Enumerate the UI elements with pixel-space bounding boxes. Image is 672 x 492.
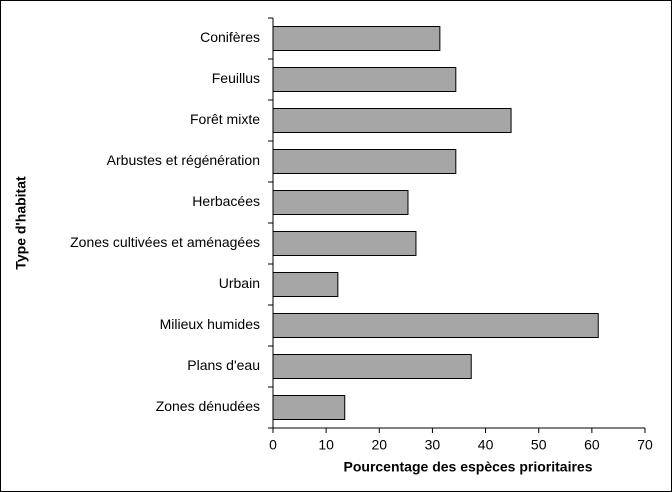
x-axis-title: Pourcentage des espèces prioritaires xyxy=(344,459,593,475)
y-tick-label: Urbain xyxy=(219,275,260,291)
y-tick-label: Forêt mixte xyxy=(190,111,260,127)
y-tick-label: Zones cultivées et aménagées xyxy=(70,234,260,250)
y-tick-label: Conifères xyxy=(200,29,260,45)
bar xyxy=(272,231,417,256)
y-tick-label: Herbacées xyxy=(192,193,260,209)
bar xyxy=(272,354,472,379)
y-tick-label: Arbustes et régénération xyxy=(107,152,260,168)
y-axis-title: Type d'habitat xyxy=(13,176,29,270)
x-tick-label: 70 xyxy=(637,437,653,453)
x-tick-label: 0 xyxy=(269,437,277,453)
bar xyxy=(272,395,346,420)
x-tick-label: 20 xyxy=(371,437,387,453)
bar xyxy=(272,313,599,338)
x-tick-label: 50 xyxy=(531,437,547,453)
bar xyxy=(272,272,339,297)
x-tick-label: 30 xyxy=(425,437,441,453)
x-tick-label: 60 xyxy=(584,437,600,453)
x-tick-label: 40 xyxy=(478,437,494,453)
x-tick-label: 10 xyxy=(318,437,334,453)
bar xyxy=(272,190,409,215)
y-tick-label: Milieux humides xyxy=(160,316,260,332)
y-tick-label: Feuillus xyxy=(212,70,260,86)
bar xyxy=(272,149,457,174)
bar xyxy=(272,26,441,51)
y-tick-label: Plans d'eau xyxy=(187,357,260,373)
bar xyxy=(272,67,457,92)
bar xyxy=(272,108,512,133)
y-tick-label: Zones dénudées xyxy=(156,398,260,414)
